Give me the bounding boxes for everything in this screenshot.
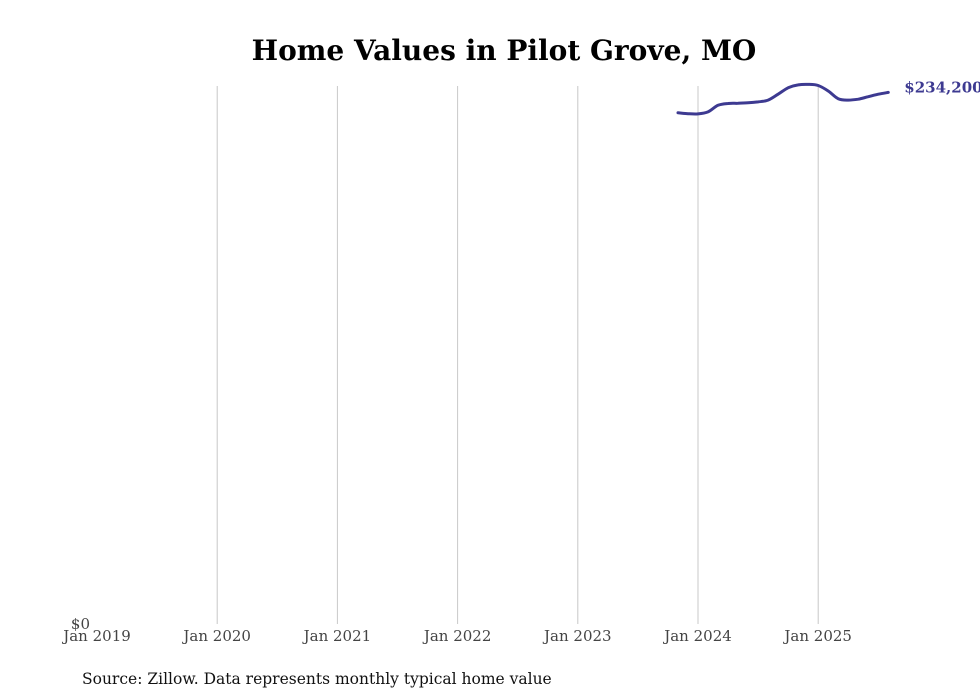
x-tick-label-1: Jan 2020 [181,627,251,645]
chart-title: Home Values in Pilot Grove, MO [252,34,757,67]
x-tick-label-0: Jan 2019 [61,627,131,645]
series-line-0 [676,82,890,116]
series-lines [676,82,890,116]
x-tick-label-2: Jan 2021 [302,627,372,645]
source-note: Source: Zillow. Data represents monthly … [82,670,552,688]
y-axis-tick-labels: $0 [71,615,90,633]
x-tick-label-6: Jan 2025 [782,627,852,645]
x-tick-label-3: Jan 2022 [422,627,492,645]
gridlines [216,86,819,624]
y-tick-label-0: $0 [71,615,90,633]
end-value-label: $234,200 [904,78,980,96]
x-tick-label-5: Jan 2024 [662,627,732,645]
x-tick-label-4: Jan 2023 [542,627,612,645]
x-axis-tick-labels: Jan 2019 Jan 2020 Jan 2021 Jan 2022 Jan 2023… [61,627,852,645]
